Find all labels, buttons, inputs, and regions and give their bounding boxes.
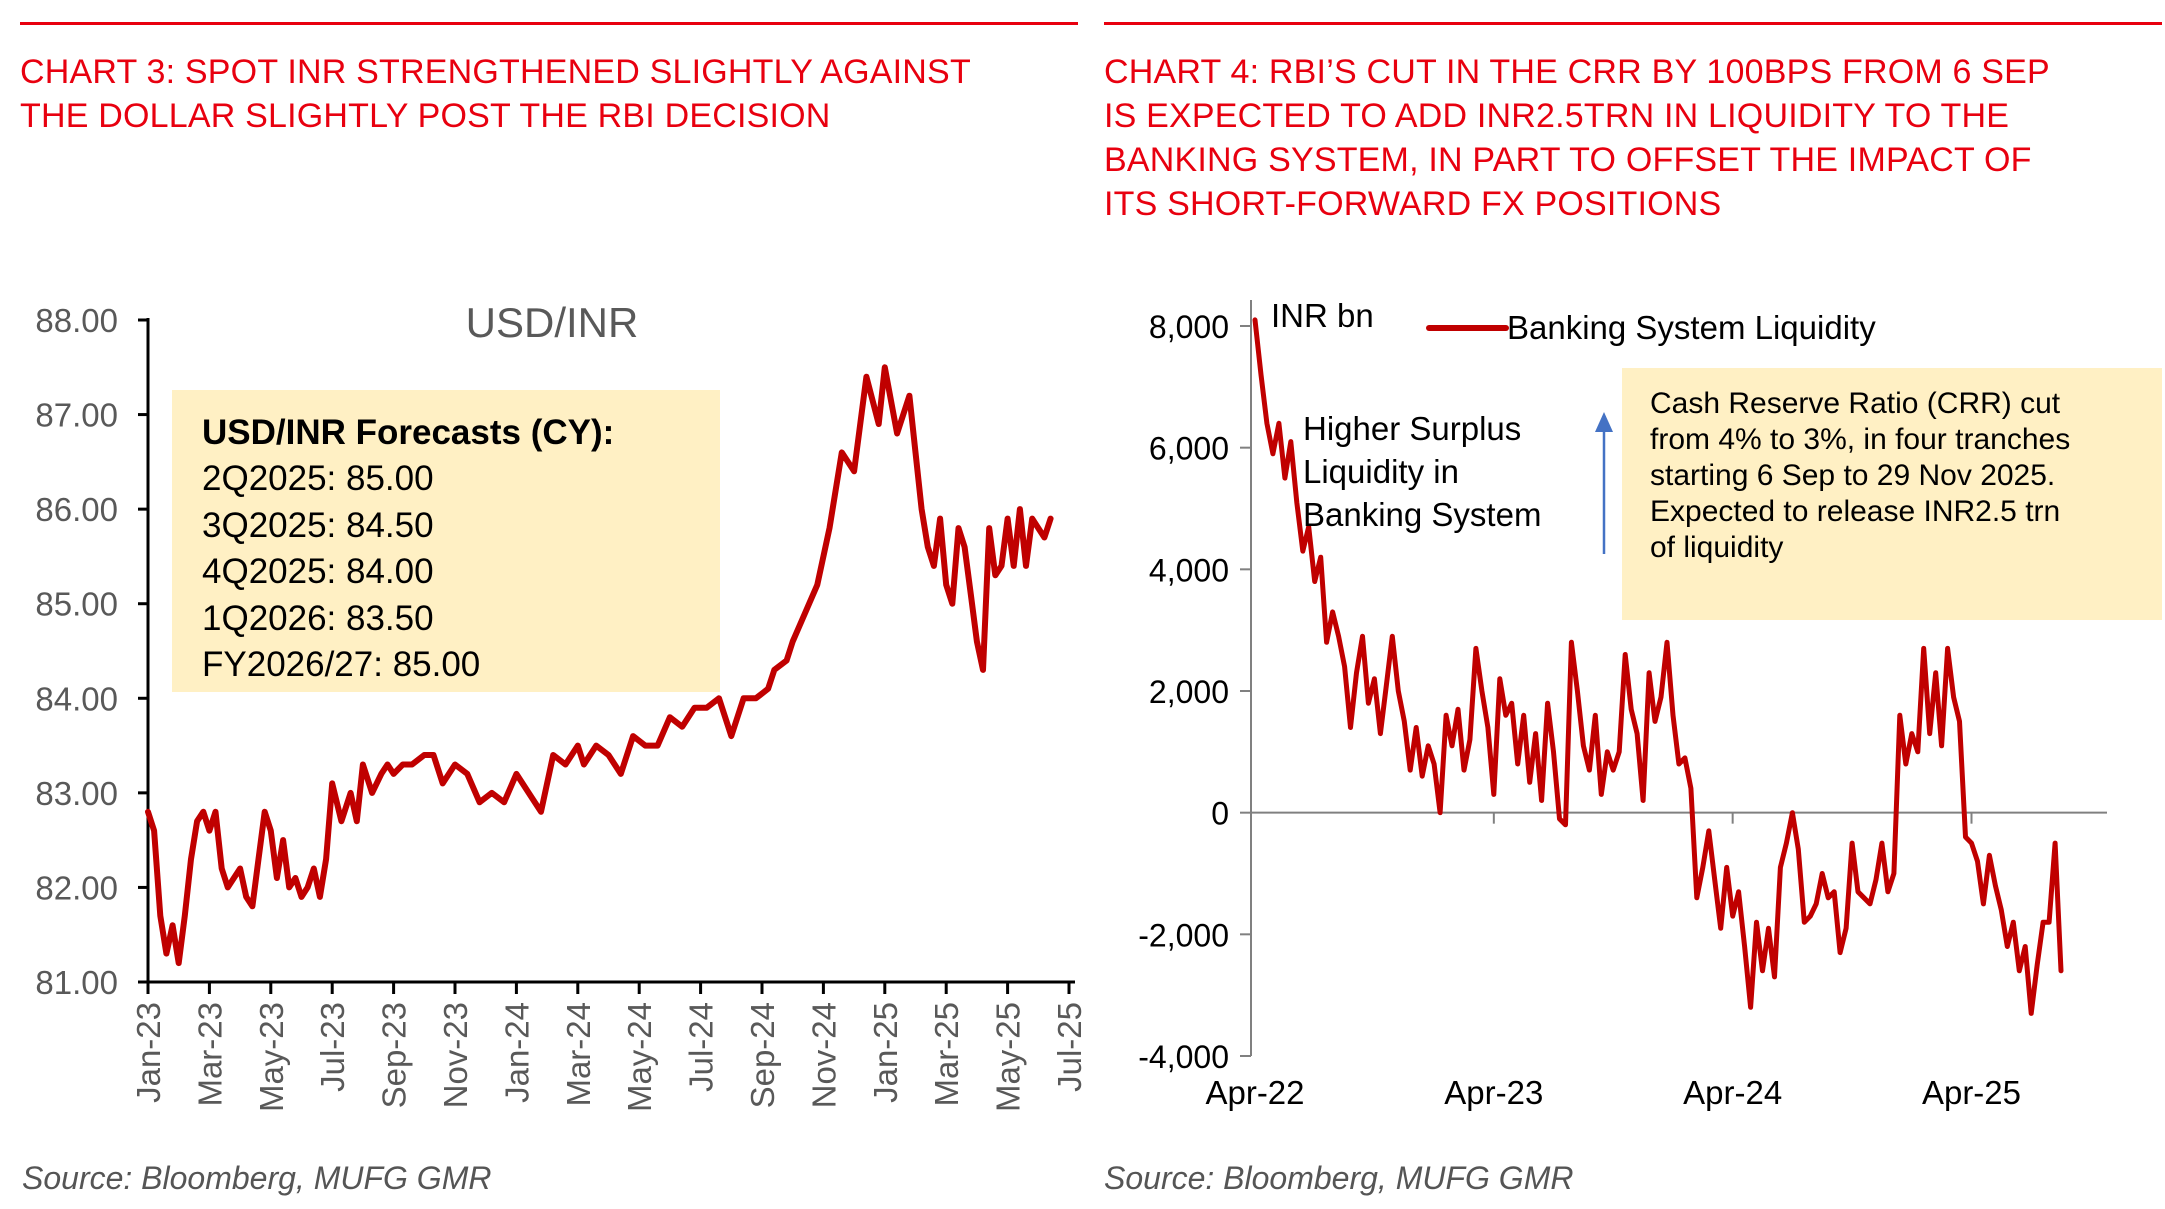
up-arrow-icon	[1595, 412, 1613, 554]
x-tick-label: Sep-23	[376, 1002, 413, 1108]
note-line: from 4% to 3%, in four tranches	[1650, 423, 2071, 456]
x-tick-label: Jul-24	[683, 1002, 720, 1092]
chart3-inner-title: USD/INR	[466, 299, 639, 346]
x-tick-label: Mar-24	[560, 1002, 597, 1107]
x-tick-label: Apr-22	[1205, 1074, 1304, 1111]
annotation-line: Banking System	[1303, 496, 1542, 533]
annotation-line: Higher Surplus	[1303, 410, 1522, 447]
forecast-item: 1Q2026: 83.50	[202, 598, 434, 638]
x-tick-label: Apr-25	[1922, 1074, 2021, 1111]
x-tick-label: Jan-23	[130, 1002, 167, 1103]
forecast-heading: USD/INR Forecasts (CY):	[202, 413, 615, 452]
x-tick-label: Sep-24	[744, 1002, 781, 1108]
x-tick-label: May-24	[621, 1002, 658, 1112]
y-tick-label: 87.00	[35, 397, 118, 434]
surplus-annotation: Higher Surplus Liquidity in Banking Syst…	[1303, 407, 1541, 536]
forecast-box: USD/INR Forecasts (CY): 2Q2025: 85.00 3Q…	[172, 390, 720, 692]
y-tick-label: 84.00	[35, 680, 118, 717]
chart3-source: Source: Bloomberg, MUFG GMR	[22, 1160, 492, 1196]
y-tick-label: -2,000	[1138, 917, 1229, 953]
y-tick-label: 0	[1211, 796, 1229, 832]
chart3-title-line: CHART 3: SPOT INR STRENGTHENED SLIGHTLY …	[20, 53, 971, 91]
y-tick-label: 8,000	[1149, 309, 1229, 345]
legend-label: Banking System Liquidity	[1507, 309, 1876, 346]
chart3-title: CHART 3: SPOT INR STRENGTHENED SLIGHTLY …	[20, 50, 971, 138]
y-tick-label: 2,000	[1149, 674, 1229, 710]
y-tick-label: 81.00	[35, 964, 118, 1001]
x-tick-label: Jan-25	[867, 1002, 904, 1103]
y-tick-label: 86.00	[35, 491, 118, 528]
y-tick-label: 6,000	[1149, 431, 1229, 467]
forecast-item: 4Q2025: 84.00	[202, 552, 434, 591]
chart4-title-line: ITS SHORT-FORWARD FX POSITIONS	[1104, 185, 1722, 223]
x-tick-label: Mar-25	[928, 1002, 965, 1107]
x-tick-label: Mar-23	[191, 1002, 228, 1107]
y-tick-label: 82.00	[35, 869, 118, 906]
x-tick-label: Jul-23	[314, 1002, 351, 1092]
chart4-title-line: IS EXPECTED TO ADD INR2.5TRN IN LIQUIDIT…	[1104, 97, 2010, 135]
liquidity-chart: -4,000 -2,000 0 2,000 4,000 6,000 8,000 Apr-22 A…	[1138, 297, 2107, 1111]
y-tick-label: 85.00	[35, 586, 118, 623]
chart3-title-line: THE DOLLAR SLIGHTLY POST THE RBI DECISIO…	[20, 97, 831, 135]
forecast-item: FY2026/27: 85.00	[202, 645, 481, 684]
x-tick-label: Jan-24	[498, 1002, 535, 1103]
note-line: of liquidity	[1650, 531, 1784, 564]
x-tick-label: Nov-24	[805, 1002, 842, 1108]
x-tick-label: May-25	[990, 1002, 1027, 1112]
x-tick-label: May-23	[253, 1002, 290, 1112]
chart4-title-line: CHART 4: RBI’S CUT IN THE CRR BY 100BPS …	[1104, 53, 2050, 91]
y-tick-label: 88.00	[35, 302, 118, 339]
y-tick-label: -4,000	[1138, 1039, 1229, 1075]
usd-inr-series-line	[145, 364, 1054, 967]
chart4-source: Source: Bloomberg, MUFG GMR	[1104, 1160, 1574, 1196]
note-line: Expected to release INR2.5 trn	[1650, 495, 2061, 528]
forecast-item: 2Q2025: 85.00	[202, 459, 434, 498]
note-line: Cash Reserve Ratio (CRR) cut	[1650, 387, 2061, 420]
x-tick-label: Apr-24	[1683, 1074, 1782, 1111]
note-line: starting 6 Sep to 29 Nov 2025.	[1650, 459, 2056, 492]
usd-inr-chart: USD/INR 81.00 82.00 83.00 84.00 85.00 86.00 87.…	[35, 299, 1088, 1112]
forecast-item: 3Q2025: 84.50	[202, 505, 434, 545]
y-tick-label: 4,000	[1149, 552, 1229, 588]
crr-note-box: Cash Reserve Ratio (CRR) cut from 4% to …	[1622, 368, 2162, 620]
chart4-title-line: BANKING SYSTEM, IN PART TO OFFSET THE IM…	[1104, 141, 2032, 179]
chart4-top-rule	[1104, 22, 2162, 25]
y-tick-label: 83.00	[35, 775, 118, 812]
liquidity-series-line	[1252, 317, 2064, 1016]
x-tick-label: Apr-23	[1444, 1074, 1543, 1111]
chart3-top-rule	[20, 22, 1078, 25]
y-unit-label: INR bn	[1271, 297, 1374, 334]
chart4-title: CHART 4: RBI’S CUT IN THE CRR BY 100BPS …	[1104, 50, 2050, 226]
x-tick-label: Nov-23	[437, 1002, 474, 1108]
x-tick-label: Jul-25	[1051, 1002, 1088, 1092]
annotation-line: Liquidity in	[1303, 453, 1459, 490]
